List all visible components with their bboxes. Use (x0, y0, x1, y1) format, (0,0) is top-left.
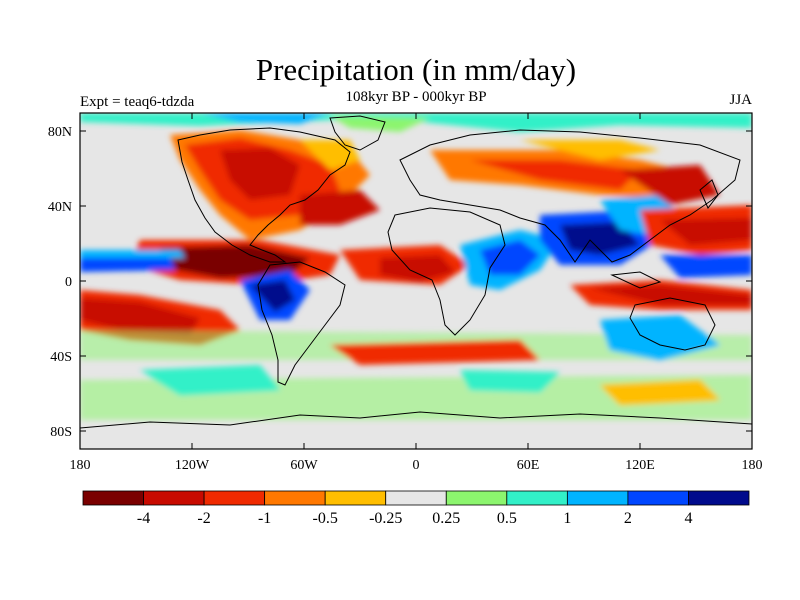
experiment-label: Expt = teaq6-tdzda (80, 94, 195, 110)
season-label: JJA (729, 92, 752, 108)
lon-tick-label: 60E (517, 458, 540, 473)
coastlines (80, 115, 752, 429)
lon-tick-label: 0 (413, 458, 420, 473)
map-subtitle: 108kyr BP - 000kyr BP (345, 89, 487, 105)
lat-tick-label: 0 (65, 275, 72, 290)
colorbar-swatch (143, 490, 205, 506)
lon-tick-label: 120W (175, 458, 210, 473)
lon-tick-label: 180 (70, 458, 91, 473)
colorbar-swatch (445, 490, 508, 506)
colorbar-label: 2 (624, 510, 632, 527)
colorbar-label: 0.25 (432, 510, 460, 527)
colorbar-swatch (566, 490, 629, 506)
lon-tick-label: 120E (625, 458, 655, 473)
colorbar: -4 -2 -1 -0.5 -0.25 0.25 0.5 1 2 4 (82, 490, 750, 527)
colorbar-swatch (627, 490, 689, 506)
colorbar-label: -2 (197, 510, 210, 527)
lat-axis: 80N 40N 0 40S 80S (48, 125, 752, 440)
colorbar-label: -1 (258, 510, 271, 527)
precip-anomaly-field (80, 113, 752, 420)
colorbar-swatch (385, 490, 447, 506)
colorbar-label: -0.5 (313, 510, 338, 527)
lat-tick-label: 80S (50, 425, 72, 440)
lon-tick-label: 180 (742, 458, 763, 473)
lat-tick-label: 40S (50, 350, 72, 365)
map-field (80, 113, 752, 449)
colorbar-swatch (203, 490, 266, 506)
lat-tick-label: 80N (48, 125, 72, 140)
colorbar-swatch (688, 490, 750, 506)
colorbar-swatch (324, 490, 387, 506)
map-title: Precipitation (in mm/day) (255, 52, 577, 87)
colorbar-label: 0.5 (497, 510, 517, 527)
colorbar-label: -0.25 (369, 510, 402, 527)
colorbar-label: -4 (137, 510, 150, 527)
lon-axis: 180 120W 60W 0 60E 120E 180 (70, 113, 763, 473)
lat-tick-label: 40N (48, 200, 72, 215)
colorbar-label: 1 (563, 510, 571, 527)
colorbar-swatch (506, 490, 568, 506)
lon-tick-label: 60W (290, 458, 318, 473)
colorbar-swatch (82, 490, 144, 506)
colorbar-label: 4 (684, 510, 692, 527)
colorbar-swatch (264, 490, 326, 506)
